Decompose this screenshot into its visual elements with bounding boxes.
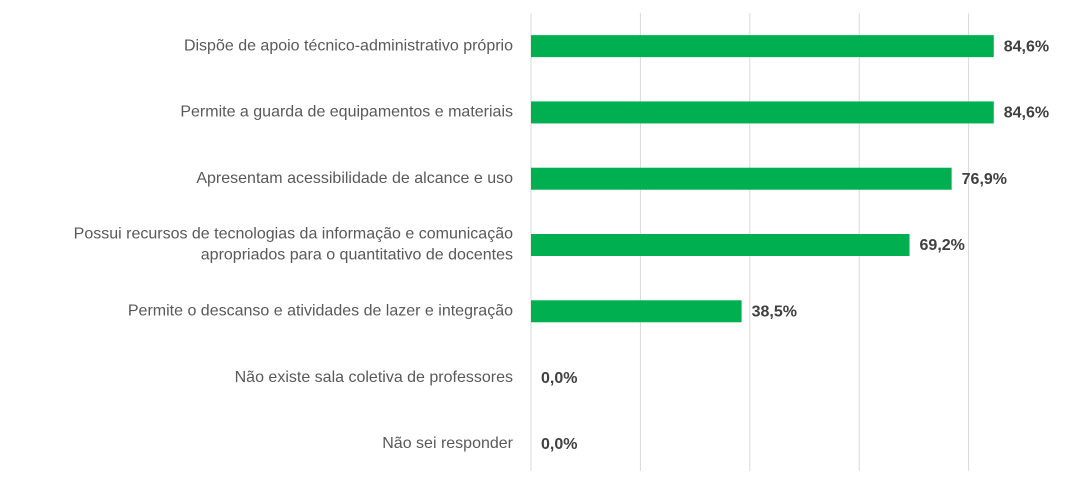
category-label: Apresentam acessibilidade de alcance e u… — [196, 170, 513, 187]
bar — [531, 101, 994, 124]
bar — [531, 167, 952, 190]
value-label: 84,6% — [1004, 105, 1049, 122]
category-label: Permite o descanso e atividades de lazer… — [128, 303, 513, 320]
value-label: 0,0% — [541, 436, 577, 453]
value-label: 38,5% — [752, 304, 797, 321]
bar — [531, 35, 994, 58]
category-label: Permite a guarda de equipamentos e mater… — [180, 104, 513, 121]
bar — [531, 300, 742, 323]
category-label: Dispõe de apoio técnico-administrativo p… — [184, 37, 513, 54]
category-label: Possui recursos de tecnologias da inform… — [74, 226, 513, 264]
value-label: 0,0% — [541, 370, 577, 387]
category-label: Não sei responder — [382, 435, 513, 452]
value-label: 84,6% — [1004, 38, 1049, 55]
bar — [531, 234, 910, 256]
value-label: 76,9% — [962, 171, 1007, 188]
category-label: Não existe sala coletiva de professores — [235, 369, 513, 386]
value-label: 69,2% — [920, 237, 965, 254]
